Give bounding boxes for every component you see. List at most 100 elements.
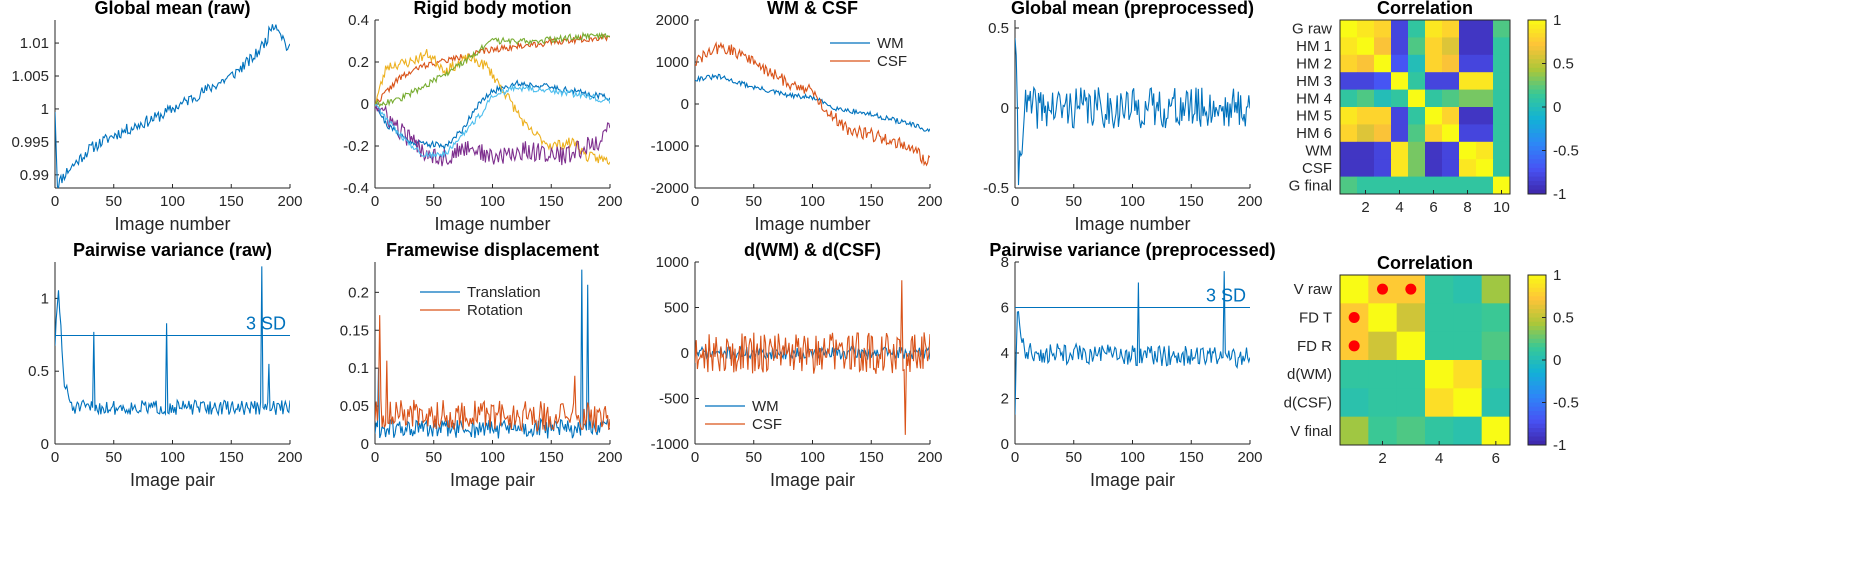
colorbar-step (1528, 37, 1546, 43)
heatmap-cell (1459, 54, 1477, 73)
heatmap-cell (1408, 159, 1426, 177)
heatmap-cell (1442, 89, 1460, 108)
y-tick-label: -0.2 (343, 138, 369, 155)
chart-title: Pairwise variance (raw) (73, 240, 272, 260)
heatmap-cell (1408, 37, 1426, 56)
colorbar-step (1528, 279, 1546, 284)
heatmap-cell (1340, 176, 1358, 195)
heatmap-cell (1391, 141, 1409, 160)
heatmap-cell (1425, 54, 1443, 73)
heatmap-cell (1408, 141, 1426, 160)
x-tick-label: 8 (1463, 199, 1471, 216)
heatmap-cell (1340, 159, 1358, 177)
x-tick-label: 100 (160, 449, 185, 466)
y-tick-label: 1 (41, 290, 49, 307)
heatmap-cell (1391, 72, 1409, 90)
y-tick-label: 0.5 (28, 363, 49, 380)
heatmap-cell (1453, 331, 1483, 361)
x-tick-label: 50 (425, 193, 442, 210)
heatmap-cell (1357, 176, 1375, 195)
colorbar-step (1528, 54, 1546, 60)
plot-area (375, 20, 610, 188)
colorbar-step (1528, 432, 1546, 437)
x-tick-label: 200 (277, 193, 302, 210)
colorbar-step (1528, 67, 1546, 73)
colorbar-step (1528, 300, 1546, 306)
heatmap-cell (1481, 275, 1511, 304)
heatmap-cell (1493, 124, 1511, 143)
chart-title: WM & CSF (767, 0, 858, 18)
heatmap-cell (1453, 275, 1483, 304)
colorbar-tick-label: -0.5 (1553, 143, 1579, 160)
heatmap-cell (1453, 360, 1483, 389)
row-label: WM (1305, 143, 1332, 160)
x-axis-label: Image number (1074, 214, 1190, 234)
x-tick-label: 50 (425, 449, 442, 466)
heatmap-cell (1408, 176, 1426, 195)
heatmap-chart-1: Correlation V raw FD T FD R d(WM) d(CSF) V fin… (1284, 253, 1579, 467)
x-tick-label: 150 (219, 449, 244, 466)
heatmap-cell (1396, 416, 1426, 446)
x-tick-label: 50 (105, 449, 122, 466)
row-label: V raw (1294, 281, 1333, 298)
heatmap-cell (1459, 89, 1477, 108)
heatmap-cell (1357, 72, 1375, 90)
colorbar-step (1528, 46, 1546, 51)
colorbar-step (1528, 98, 1546, 104)
heatmap-cell (1425, 331, 1454, 361)
colorbar-step (1528, 128, 1546, 134)
x-tick-label: 200 (917, 449, 942, 466)
colorbar-tick-label: 0.5 (1553, 56, 1574, 73)
heatmap-cell (1453, 416, 1483, 446)
colorbar: 1 0.5 0 -0.5 -1 (1527, 12, 1579, 203)
x-axis-label: Image pair (770, 470, 855, 490)
x-tick-label: 2 (1378, 450, 1386, 467)
x-tick-label: 100 (480, 449, 505, 466)
y-tick-label: 0 (361, 96, 369, 113)
heatmap-cell (1357, 159, 1375, 177)
line-chart-1: Rigid body motion 0 50 100 150 200 -0.4 -0.2 0 0.… (343, 0, 622, 234)
y-tick-label: 0 (1001, 436, 1009, 453)
heatmap-cell (1391, 176, 1409, 195)
heatmap-cell (1425, 72, 1443, 90)
heatmap-cell (1374, 124, 1392, 143)
chart-title: Correlation (1377, 0, 1473, 18)
colorbar-step (1528, 41, 1546, 47)
heatmap-cell (1391, 107, 1409, 125)
x-tick-label: 100 (1120, 193, 1145, 210)
series-line-1 (375, 315, 610, 433)
heatmap-cell (1368, 303, 1398, 333)
heatmap-cell (1481, 331, 1511, 361)
y-tick-label: 0 (41, 436, 49, 453)
colorbar-step (1528, 287, 1546, 293)
marker-dot (1377, 283, 1388, 295)
colorbar-step (1528, 107, 1546, 112)
x-tick-label: 150 (1179, 193, 1204, 210)
colorbar-step (1528, 351, 1546, 357)
heatmap-cell (1408, 54, 1426, 73)
heatmap-frame (1339, 274, 1511, 446)
row-label: G raw (1292, 21, 1332, 38)
chart-title: Framewise displacement (386, 240, 599, 260)
heatmap-cell (1425, 107, 1443, 125)
heatmap-cell (1425, 141, 1443, 160)
colorbar-step (1528, 275, 1546, 280)
y-tick-label: -1000 (651, 436, 689, 453)
x-tick-label: 200 (597, 449, 622, 466)
colorbar-step (1528, 189, 1546, 195)
series-line-3 (375, 104, 610, 167)
x-axis-label: Image number (754, 214, 870, 234)
colorbar-step (1528, 137, 1546, 143)
plot-area (1015, 20, 1250, 188)
series-line-1 (375, 34, 610, 106)
heatmap-cell (1453, 303, 1483, 333)
chart-title: Correlation (1377, 253, 1473, 273)
heatmap-cell (1425, 303, 1454, 333)
colorbar-step (1528, 115, 1546, 121)
colorbar-step (1528, 76, 1546, 82)
legend-label: WM (752, 398, 779, 415)
